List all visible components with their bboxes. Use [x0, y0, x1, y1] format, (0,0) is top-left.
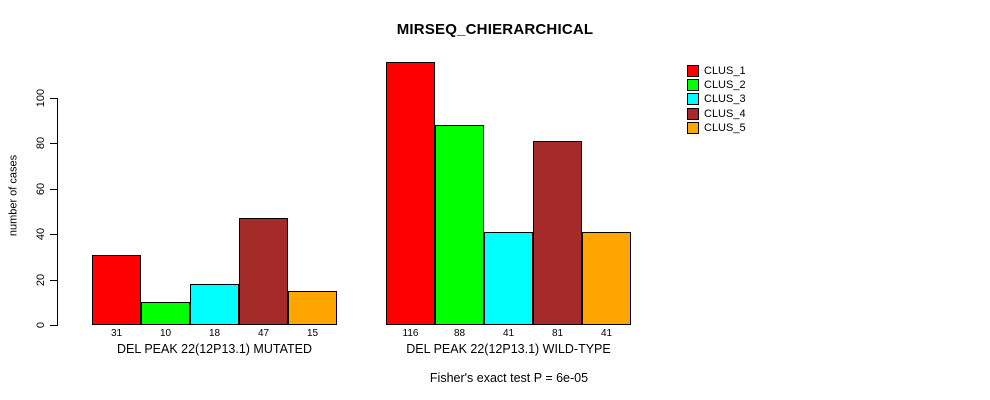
legend-label: CLUS_4: [704, 107, 746, 120]
bar-clus_2-group2: [435, 125, 484, 325]
chart-title: MIRSEQ_CHIERARCHICAL: [396, 21, 594, 38]
legend: CLUS_1 CLUS_2 CLUS_3 CLUS_4 CLUS_5: [687, 65, 746, 136]
y-tick-label: 100: [35, 88, 47, 108]
bar-clus_5-group2: [582, 232, 631, 325]
y-tick-label: 0: [35, 321, 47, 329]
bar-value-label: 41: [502, 328, 515, 339]
bar-clus_4-group2: [533, 141, 582, 325]
legend-swatch: [687, 93, 699, 106]
bar-value-label: 116: [402, 328, 419, 339]
bar-value-label: 81: [551, 328, 564, 339]
y-axis-line: [57, 98, 58, 326]
y-axis-label: number of cases: [7, 154, 20, 237]
y-tick-label: 40: [35, 228, 47, 241]
group-label: DEL PEAK 22(12P13.1) WILD-TYPE: [406, 342, 611, 356]
legend-item-clus_5: CLUS_5: [687, 121, 746, 134]
legend-swatch: [687, 79, 699, 92]
bar-value-label: 15: [306, 328, 319, 339]
legend-item-clus_3: CLUS_3: [687, 93, 746, 106]
y-axis-tick: [50, 234, 57, 236]
bar-clus_3-group1: [190, 284, 239, 325]
bar-clus_5-group1: [288, 291, 337, 325]
y-tick-label: 20: [35, 273, 47, 286]
legend-item-clus_4: CLUS_4: [687, 107, 746, 120]
legend-label: CLUS_1: [704, 65, 746, 77]
legend-item-clus_2: CLUS_2: [687, 79, 746, 92]
legend-label: CLUS_5: [704, 121, 746, 134]
bar-value-label: 88: [453, 328, 466, 339]
legend-item-clus_1: CLUS_1: [687, 65, 746, 77]
bar-value-label: 47: [257, 328, 270, 339]
legend-swatch: [687, 107, 699, 120]
bar-value-label: 41: [600, 328, 613, 339]
group-label: DEL PEAK 22(12P13.1) MUTATED: [117, 342, 312, 356]
bar-clus_2-group1: [141, 302, 190, 325]
legend-label: CLUS_3: [704, 93, 746, 106]
y-axis-tick: [50, 188, 57, 190]
legend-swatch: [687, 65, 699, 77]
y-axis-tick: [50, 279, 57, 281]
fisher-test-note: Fisher's exact test P = 6e-05: [429, 371, 589, 385]
y-axis-tick: [50, 143, 57, 145]
y-tick-label: 80: [35, 137, 47, 150]
bar-clus_1-group1: [92, 255, 141, 325]
y-tick-label: 60: [35, 182, 47, 195]
bar-value-label: 18: [208, 328, 221, 339]
bar-clus_4-group1: [239, 218, 288, 325]
bar-value-label: 31: [110, 328, 123, 339]
y-axis-tick: [50, 98, 57, 99]
bar-clus_3-group2: [484, 232, 533, 325]
legend-label: CLUS_2: [704, 79, 746, 92]
bar-clus_1-group2: [386, 62, 435, 325]
y-axis-tick: [50, 325, 57, 326]
bar-value-label: 10: [159, 328, 172, 339]
legend-swatch: [687, 121, 699, 134]
